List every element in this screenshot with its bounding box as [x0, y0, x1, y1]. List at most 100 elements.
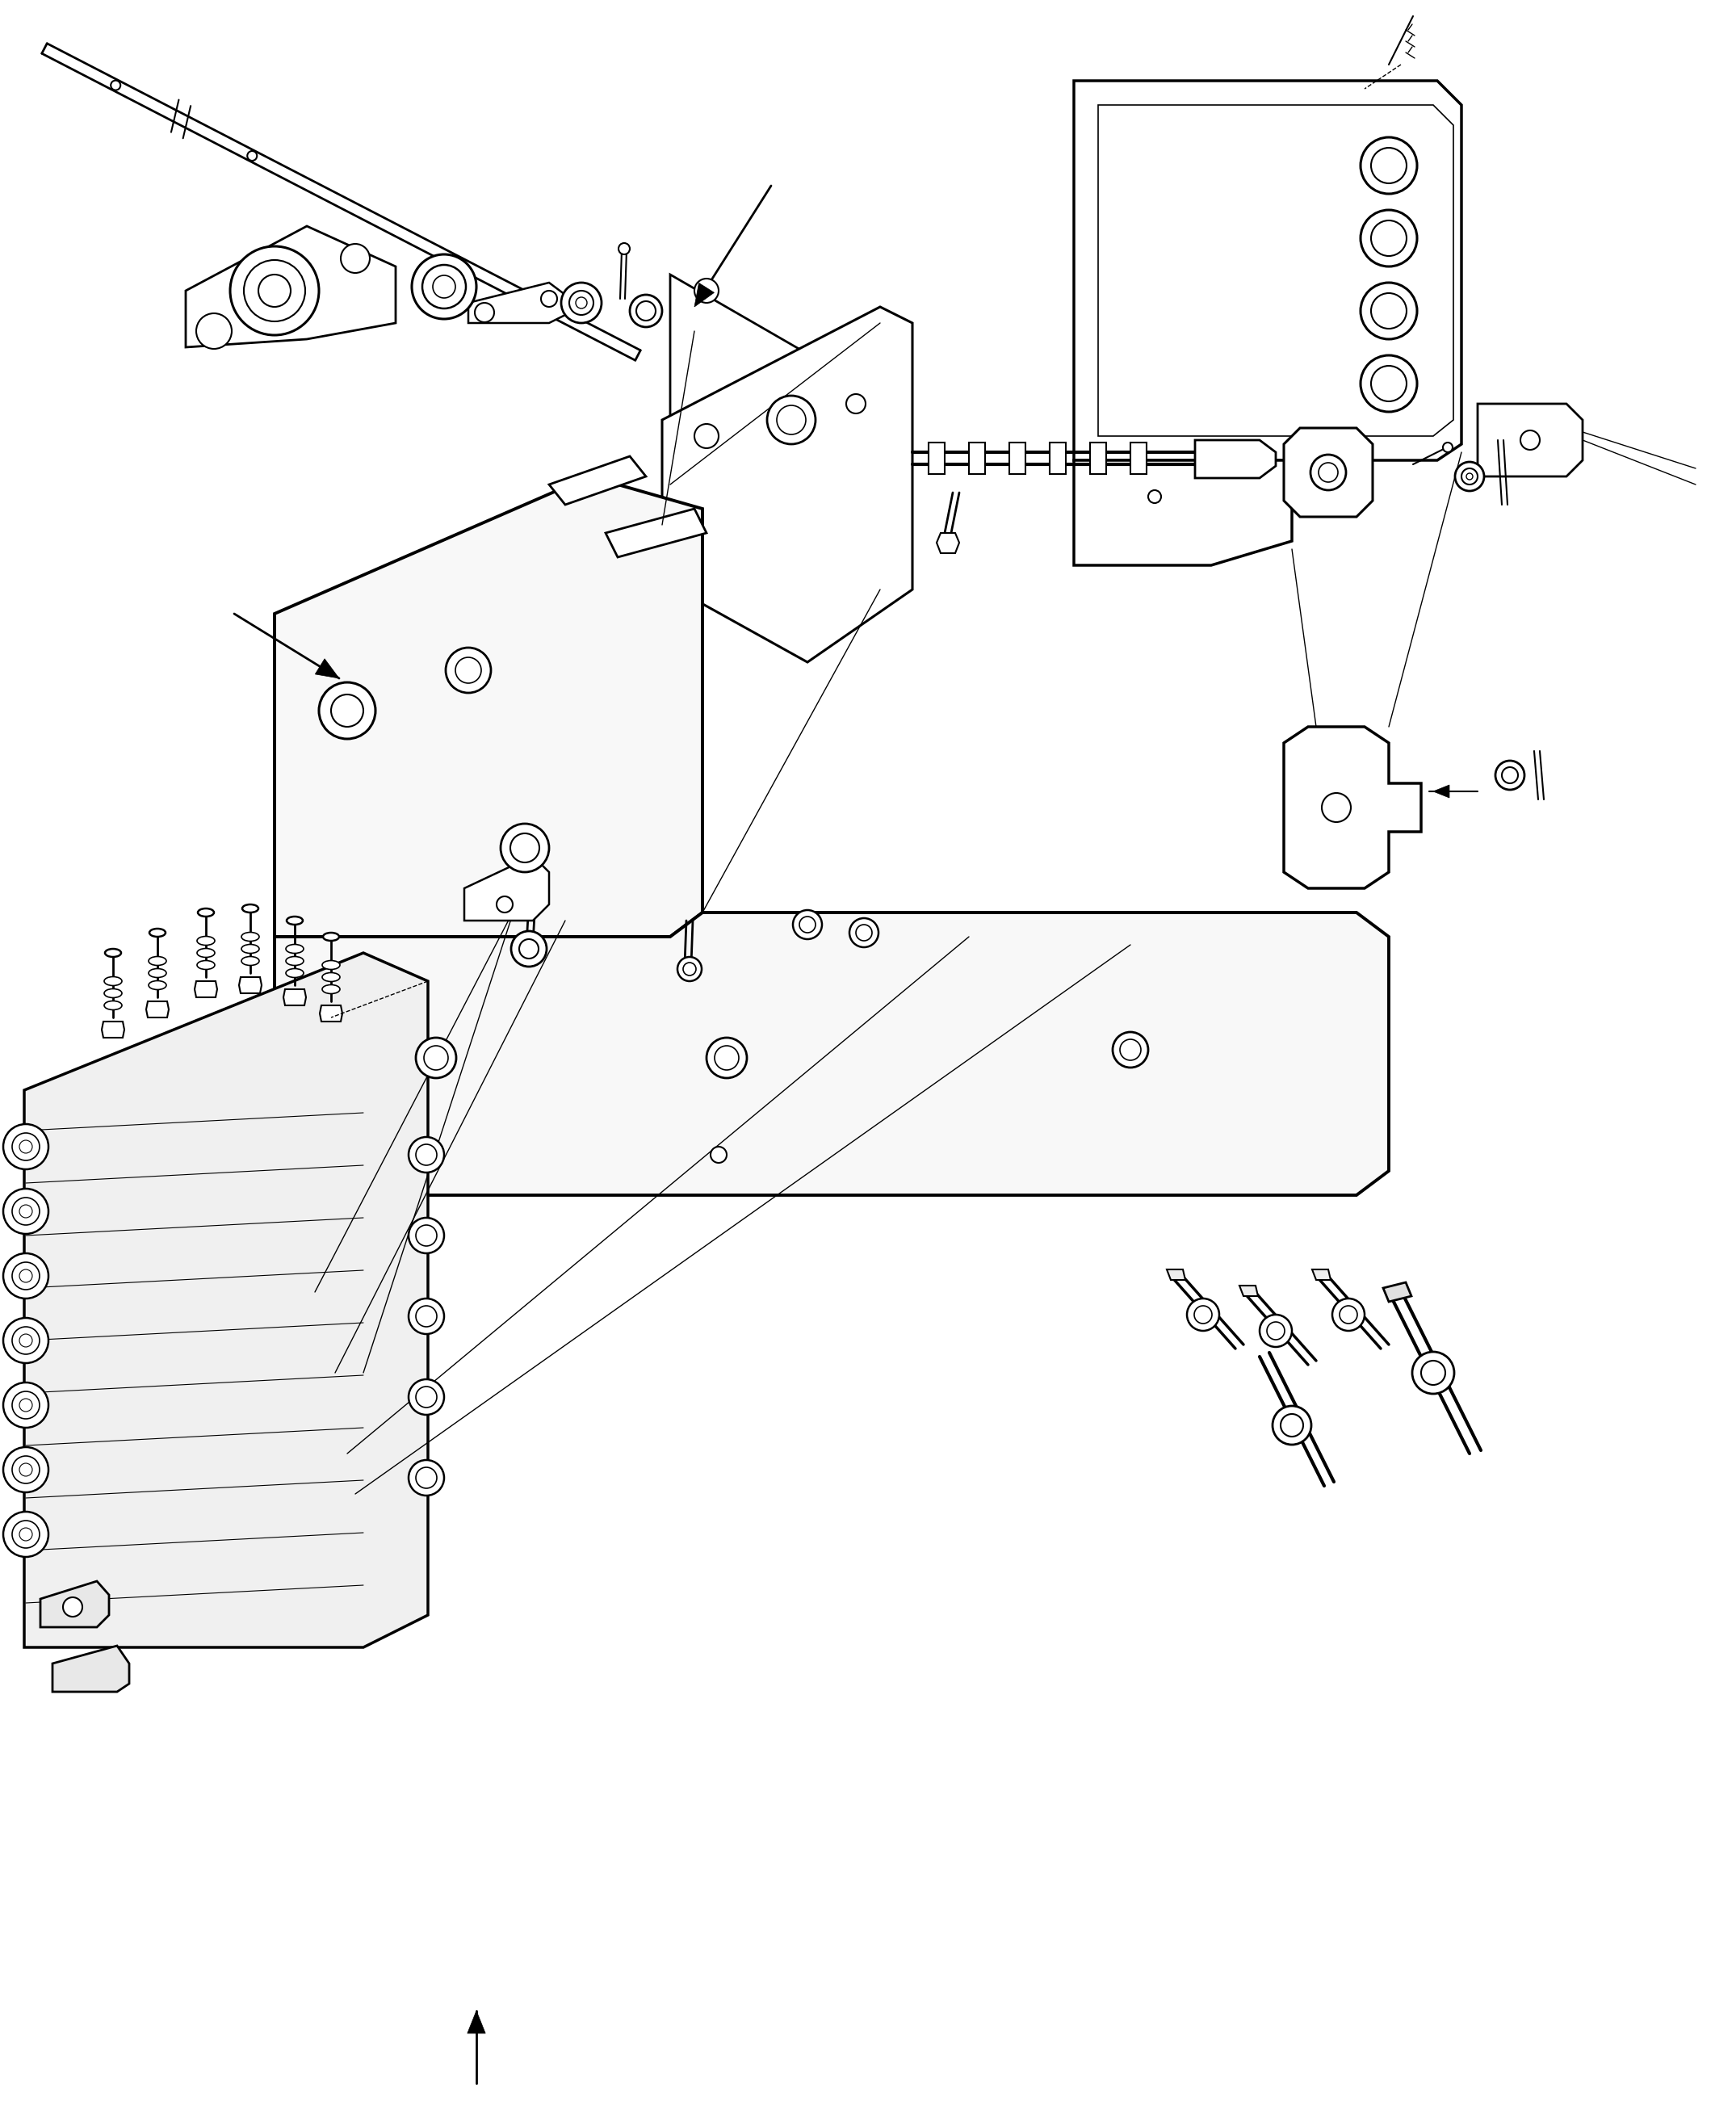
Circle shape: [417, 1038, 457, 1078]
Circle shape: [19, 1529, 33, 1541]
Circle shape: [19, 1206, 33, 1219]
Circle shape: [19, 1333, 33, 1346]
Circle shape: [332, 694, 363, 726]
Polygon shape: [240, 977, 262, 994]
Circle shape: [417, 1306, 437, 1327]
Circle shape: [1495, 760, 1524, 790]
Ellipse shape: [243, 904, 259, 913]
Circle shape: [576, 297, 587, 308]
Circle shape: [3, 1382, 49, 1427]
Ellipse shape: [198, 909, 214, 917]
Circle shape: [500, 824, 549, 873]
Circle shape: [111, 81, 120, 89]
Polygon shape: [1090, 442, 1106, 473]
Circle shape: [1361, 138, 1417, 193]
Circle shape: [569, 291, 594, 314]
Ellipse shape: [323, 985, 340, 994]
Circle shape: [231, 246, 319, 335]
Ellipse shape: [323, 972, 340, 981]
Circle shape: [19, 1140, 33, 1153]
Circle shape: [1332, 1299, 1364, 1331]
Circle shape: [1267, 1323, 1285, 1340]
Circle shape: [417, 1467, 437, 1488]
Circle shape: [422, 265, 465, 308]
Polygon shape: [694, 282, 713, 308]
Circle shape: [715, 1047, 740, 1070]
Circle shape: [1361, 210, 1417, 267]
Circle shape: [710, 1146, 727, 1163]
Circle shape: [849, 917, 878, 947]
Circle shape: [1281, 1414, 1304, 1437]
Circle shape: [62, 1596, 82, 1618]
Ellipse shape: [286, 968, 304, 977]
Circle shape: [19, 1463, 33, 1475]
Circle shape: [694, 278, 719, 304]
Ellipse shape: [196, 960, 215, 970]
Circle shape: [417, 1144, 437, 1166]
Circle shape: [510, 834, 540, 862]
Circle shape: [1371, 221, 1406, 257]
Polygon shape: [969, 442, 984, 473]
Circle shape: [259, 274, 290, 308]
Circle shape: [694, 425, 719, 448]
Polygon shape: [1050, 442, 1066, 473]
Polygon shape: [1240, 1287, 1259, 1295]
Polygon shape: [1285, 429, 1373, 516]
Circle shape: [845, 395, 866, 414]
Ellipse shape: [104, 1000, 122, 1011]
Circle shape: [3, 1189, 49, 1233]
Circle shape: [1443, 442, 1453, 452]
Circle shape: [432, 276, 455, 297]
Circle shape: [408, 1461, 444, 1495]
Circle shape: [3, 1123, 49, 1170]
Circle shape: [12, 1391, 40, 1418]
Circle shape: [12, 1197, 40, 1225]
Polygon shape: [1167, 1270, 1186, 1280]
Polygon shape: [549, 456, 646, 505]
Polygon shape: [283, 989, 306, 1006]
Circle shape: [3, 1512, 49, 1556]
Circle shape: [1462, 469, 1477, 484]
Circle shape: [519, 938, 538, 960]
Circle shape: [561, 282, 602, 323]
Polygon shape: [1384, 1282, 1411, 1301]
Polygon shape: [661, 308, 913, 662]
Circle shape: [707, 1038, 746, 1078]
Circle shape: [340, 244, 370, 274]
Ellipse shape: [323, 932, 339, 940]
Circle shape: [1311, 454, 1345, 490]
Circle shape: [1187, 1299, 1219, 1331]
Ellipse shape: [104, 989, 122, 998]
Circle shape: [424, 1047, 448, 1070]
Polygon shape: [929, 442, 944, 473]
Circle shape: [1113, 1032, 1147, 1068]
Circle shape: [1371, 149, 1406, 183]
Circle shape: [496, 896, 512, 913]
Circle shape: [417, 1225, 437, 1246]
Polygon shape: [319, 1006, 342, 1021]
Polygon shape: [146, 1002, 168, 1017]
Circle shape: [1361, 282, 1417, 340]
Polygon shape: [194, 981, 217, 998]
Circle shape: [3, 1448, 49, 1492]
Ellipse shape: [104, 977, 122, 985]
Ellipse shape: [149, 981, 167, 989]
Circle shape: [19, 1399, 33, 1412]
Circle shape: [411, 255, 476, 318]
Circle shape: [19, 1270, 33, 1282]
Circle shape: [1260, 1314, 1292, 1346]
Ellipse shape: [196, 936, 215, 945]
Circle shape: [408, 1138, 444, 1172]
Circle shape: [630, 295, 661, 327]
Circle shape: [247, 151, 257, 161]
Polygon shape: [467, 2010, 486, 2034]
Polygon shape: [606, 510, 707, 556]
Ellipse shape: [104, 949, 122, 957]
Polygon shape: [1009, 442, 1026, 473]
Circle shape: [446, 648, 491, 692]
Circle shape: [618, 242, 630, 255]
Polygon shape: [1130, 442, 1146, 473]
Polygon shape: [1285, 726, 1422, 887]
Circle shape: [196, 314, 231, 348]
Circle shape: [12, 1520, 40, 1548]
